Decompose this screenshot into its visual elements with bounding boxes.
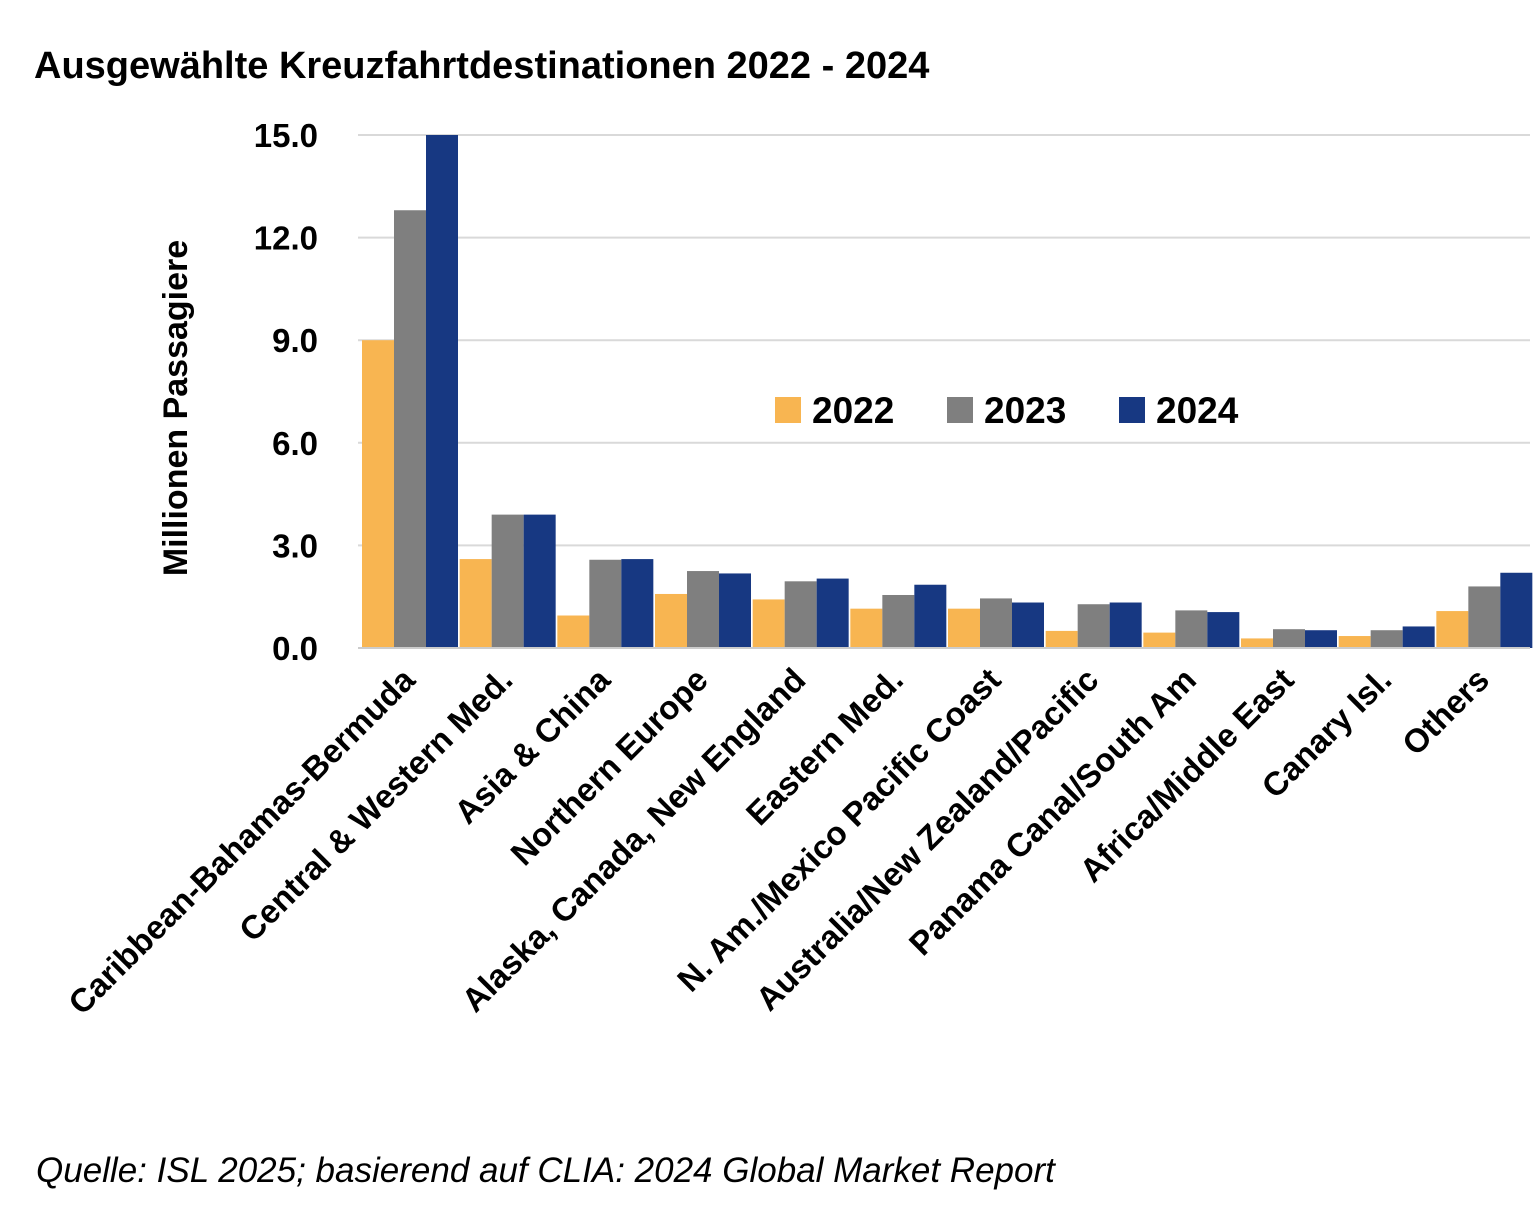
bar-2024 — [621, 559, 654, 648]
legend-swatch-2023 — [947, 397, 973, 423]
bar-2023 — [784, 581, 817, 648]
y-tick-label: 0.0 — [272, 630, 318, 667]
bar-2024 — [1305, 630, 1337, 648]
bar-2022 — [850, 608, 883, 648]
bar-2023 — [394, 210, 426, 649]
bar-2024 — [1207, 612, 1240, 648]
bar-2024 — [1109, 602, 1142, 648]
category-label: Others — [1395, 661, 1496, 762]
bar-2023 — [980, 598, 1012, 648]
y-tick-label: 12.0 — [254, 220, 318, 257]
bar-2024 — [914, 584, 947, 648]
bar-2023 — [1175, 610, 1208, 648]
bars — [362, 135, 1533, 649]
y-tick-label: 3.0 — [272, 527, 318, 564]
bar-2022 — [1436, 611, 1469, 648]
category-label: Alaska, Canada, New England — [454, 661, 812, 1019]
bar-2023 — [589, 559, 622, 648]
bar-2023 — [491, 514, 524, 648]
bar-2022 — [459, 559, 492, 648]
bar-2023 — [687, 571, 719, 648]
bar-2022 — [1241, 638, 1273, 648]
bar-2024 — [1012, 602, 1044, 648]
bar-2024 — [816, 578, 849, 648]
bar-2022 — [948, 608, 980, 648]
bar-2023 — [1468, 586, 1501, 648]
bar-2022 — [1143, 632, 1176, 648]
bar-2024 — [1500, 572, 1533, 648]
y-tick-label: 15.0 — [254, 117, 318, 154]
legend-swatch-2024 — [1119, 397, 1145, 423]
bar-2023 — [1077, 604, 1110, 648]
bar-2024 — [719, 573, 751, 648]
legend-label-2024: 2024 — [1156, 390, 1239, 431]
y-tick-labels: 0.0 3.0 6.0 9.0 12.0 15.0 — [254, 117, 318, 667]
category-label: Caribbean-Bahamas-Bermuda — [61, 660, 422, 1021]
bar-2022 — [655, 593, 687, 648]
bar-2024 — [1402, 626, 1435, 648]
legend-swatch-2022 — [775, 397, 801, 423]
bar-2023 — [1370, 630, 1403, 648]
bar-2023 — [882, 594, 915, 648]
gridlines — [358, 134, 1530, 547]
bar-2022 — [1045, 630, 1078, 648]
y-tick-label: 6.0 — [272, 425, 318, 462]
source-note: Quelle: ISL 2025; basierend auf CLIA: 20… — [36, 1151, 1056, 1190]
y-axis-label: Millionen Passagiere — [157, 240, 195, 576]
y-tick-label: 9.0 — [272, 322, 318, 359]
legend-label-2022: 2022 — [812, 390, 894, 431]
bar-2024 — [523, 514, 556, 648]
chart-title: Ausgewählte Kreuzfahrtdestinationen 2022… — [34, 45, 929, 87]
legend-label-2023: 2023 — [984, 390, 1066, 431]
bar-2022 — [1338, 636, 1371, 648]
bar-2023 — [1273, 629, 1305, 648]
bar-2022 — [557, 615, 590, 648]
legend: 2022 2023 2024 — [775, 390, 1239, 431]
bar-2022 — [362, 340, 394, 648]
bar-2022 — [752, 599, 785, 648]
bar-2024 — [426, 135, 458, 648]
